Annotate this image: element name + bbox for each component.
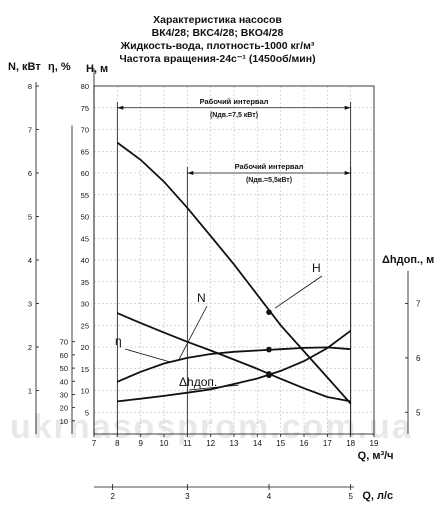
chart-title-line-4: Частота вращения-24с⁻¹ (1450об/мин) [119, 53, 316, 65]
x2-tick-label: 2 [110, 492, 115, 501]
x-tick-label: 14 [253, 439, 262, 448]
npsh-axis-label: Δhдоп., м [382, 254, 434, 266]
series-label-N: N [197, 291, 206, 305]
working-interval-sub: (Nдв.=7,5 кВт) [210, 112, 258, 119]
x2-tick-label: 5 [348, 492, 353, 501]
h-tick-label: 5 [85, 408, 89, 417]
x-tick-label: 10 [160, 439, 169, 448]
x-tick-label: 11 [183, 439, 192, 448]
arrow-head [187, 171, 194, 175]
operating-point-Δhдоп. [266, 372, 272, 379]
n-tick-label: 5 [28, 213, 32, 222]
chart-title-line-1: Характеристика насосов [153, 14, 282, 26]
npsh-tick-label: 6 [416, 354, 421, 363]
eta-tick-label: 30 [60, 390, 68, 399]
h-tick-label: 35 [81, 278, 89, 287]
curve-Н [116, 141, 352, 405]
h-tick-label: 20 [81, 343, 89, 352]
n-tick-label: 6 [28, 169, 32, 178]
x-tick-label: 9 [138, 439, 143, 448]
h-tick-label: 80 [81, 82, 89, 91]
h-axis-label: Н, м [86, 63, 108, 75]
curve-Δhдоп. [117, 329, 352, 403]
h-tick-label: 15 [81, 365, 89, 374]
n-axis-label: N, кВт [8, 61, 41, 73]
eta-tick-label: 70 [60, 338, 68, 347]
series-label-η: η [115, 334, 122, 348]
h-tick-label: 75 [81, 104, 89, 113]
x2-tick-label: 3 [185, 492, 190, 501]
arrow-head [117, 105, 124, 110]
h-tick-label: 45 [81, 234, 89, 243]
x-tick-label: 15 [276, 439, 285, 448]
h-tick-label: 65 [81, 147, 89, 156]
h-tick-label: 60 [81, 169, 89, 178]
h-tick-label: 40 [81, 256, 89, 265]
curve-N [116, 312, 351, 403]
leader-Н [274, 275, 323, 309]
leader-N [178, 305, 208, 360]
working-interval-label: Рабочий интервал [235, 162, 304, 171]
arrow-head [344, 105, 351, 110]
working-interval-sub: (Nдв.=5,5кВт) [246, 177, 292, 184]
eta-tick-label: 20 [60, 404, 68, 413]
eta-tick-label: 40 [60, 377, 68, 386]
n-tick-label: 7 [28, 126, 32, 135]
npsh-tick-label: 7 [416, 300, 421, 309]
n-tick-label: 2 [28, 343, 32, 352]
chart-title-line-3: Жидкость-вода, плотность-1000 кг/м³ [120, 40, 315, 52]
watermark: ukrnasosprom.com.ua [10, 408, 413, 446]
x-tick-label: 8 [115, 439, 120, 448]
x2-axis-label: Q, л/с [362, 490, 393, 502]
n-tick-label: 1 [28, 387, 32, 396]
x-tick-label: 18 [346, 439, 355, 448]
eta-tick-label: 10 [60, 417, 68, 426]
h-tick-label: 70 [81, 126, 89, 135]
x-tick-label: 12 [206, 439, 215, 448]
npsh-tick-label: 5 [416, 408, 421, 417]
operating-point-Н [266, 309, 272, 316]
series-label-Δhдоп.: Δhдоп. [179, 375, 217, 389]
x-tick-label: 16 [300, 439, 309, 448]
leader-η [124, 348, 172, 363]
x-axis-label: Q, м³/ч [358, 450, 394, 462]
n-tick-label: 8 [28, 82, 32, 91]
eta-tick-label: 60 [60, 351, 68, 360]
h-tick-label: 55 [81, 191, 89, 200]
series-label-Н: Н [312, 261, 321, 275]
h-tick-label: 10 [81, 387, 89, 396]
n-tick-label: 4 [28, 256, 32, 265]
arrow-head [344, 171, 351, 175]
eta-axis-label: η, % [48, 61, 71, 73]
h-tick-label: 30 [81, 300, 89, 309]
h-tick-label: 50 [81, 213, 89, 222]
working-interval-label: Рабочий интервал [200, 97, 269, 106]
x-tick-label: 7 [92, 439, 97, 448]
x-tick-label: 17 [323, 439, 332, 448]
x-tick-label: 19 [370, 439, 379, 448]
h-tick-label: 25 [81, 321, 89, 330]
operating-point-η [266, 346, 272, 353]
n-tick-label: 3 [28, 300, 32, 309]
x-tick-label: 13 [230, 439, 239, 448]
leader-Δhдоп. [188, 384, 239, 391]
chart-title-line-2: ВК4/28; ВКС4/28; ВКО4/28 [151, 27, 284, 39]
eta-tick-label: 50 [60, 364, 68, 373]
curve-η [116, 346, 351, 383]
x2-tick-label: 4 [267, 492, 272, 501]
